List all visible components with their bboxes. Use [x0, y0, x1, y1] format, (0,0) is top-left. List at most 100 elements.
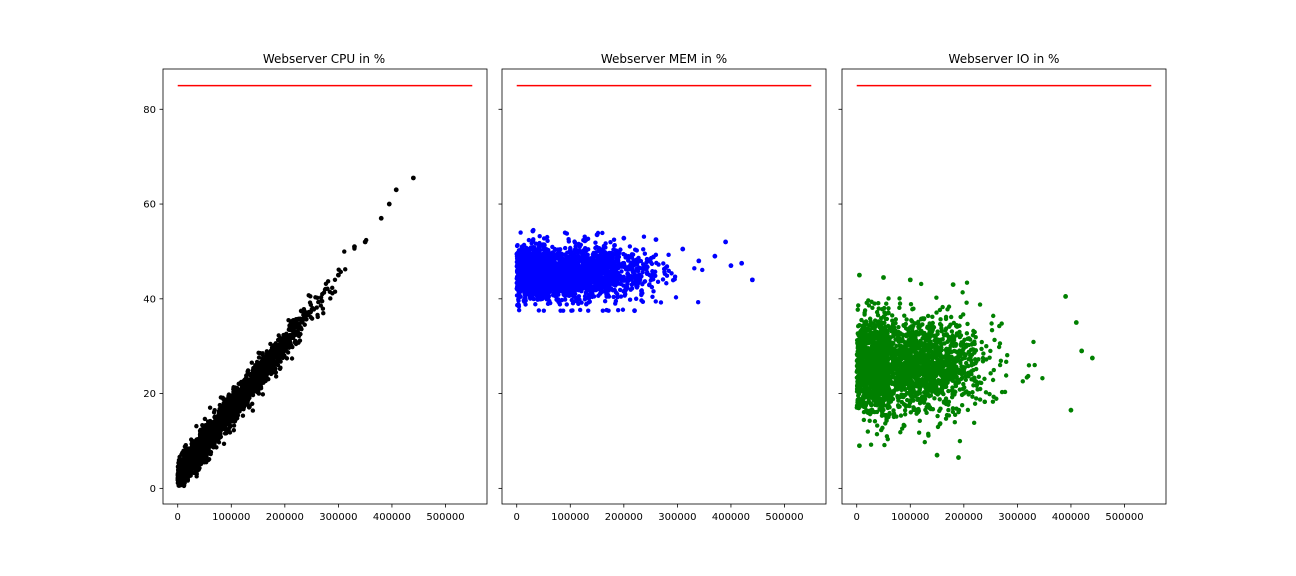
scatter-point — [533, 302, 538, 307]
subplot-cpu: Webserver CPU in % 0 100000 200000 300000 40… — [143, 52, 488, 523]
scatter-point — [627, 244, 633, 249]
scatter-point — [203, 432, 208, 437]
scatter-point — [692, 266, 697, 271]
scatter-point — [284, 356, 290, 361]
scatter-point — [562, 245, 568, 251]
scatter-point — [515, 266, 521, 272]
scatter-point — [629, 286, 635, 291]
scatter-point — [597, 279, 603, 285]
scatter-point — [613, 290, 619, 295]
scatter-point — [611, 294, 616, 300]
scatter-point — [234, 400, 239, 405]
scatter-point — [268, 341, 273, 347]
scatter-point — [278, 365, 283, 370]
x-tick-label: 0 — [514, 512, 520, 523]
scatter-point — [617, 287, 623, 293]
scatter-point — [515, 261, 520, 267]
x-tick-label: 0 — [175, 512, 181, 523]
scatter-point — [247, 388, 253, 393]
scatter-point — [212, 422, 217, 428]
scatter-point — [530, 238, 536, 244]
scatter-point — [641, 247, 646, 252]
scatter-point — [640, 299, 646, 304]
x-tick-label: 100000 — [212, 512, 250, 523]
scatter-point — [239, 379, 244, 385]
y-tick-label: 40 — [143, 294, 156, 305]
scatter-point — [183, 465, 189, 471]
scatter-point — [240, 385, 245, 390]
scatter-point — [211, 427, 217, 432]
y-tick-label: 0 — [150, 484, 156, 495]
scatter-point — [288, 342, 294, 348]
scatter-point — [593, 240, 598, 245]
scatter-point — [603, 262, 609, 267]
scatter-point — [194, 423, 199, 429]
scatter-point — [231, 415, 237, 420]
y-tick-label: 20 — [143, 389, 156, 400]
scatter-point — [250, 408, 256, 413]
scatter-point — [199, 445, 205, 450]
scatter-point — [291, 327, 296, 332]
scatter-point — [516, 307, 522, 313]
scatter-point — [559, 297, 565, 303]
scatter-point — [620, 307, 626, 312]
scatter-point — [302, 322, 307, 327]
scatter-point — [253, 365, 259, 370]
scatter-point — [244, 397, 250, 402]
scatter-point — [537, 233, 542, 239]
scatter-point — [660, 277, 666, 282]
scatter-point — [323, 281, 329, 286]
scatter-point — [245, 384, 251, 389]
scatter-point — [321, 290, 327, 295]
scatter-point — [220, 395, 226, 400]
scatter-point — [181, 483, 187, 488]
scatter-point — [207, 405, 213, 410]
scatter-point — [186, 459, 191, 465]
scatter-point — [178, 483, 183, 488]
scatter-point — [564, 255, 569, 260]
scatter-point — [261, 364, 266, 370]
scatter-point — [201, 439, 207, 444]
scatter-point — [192, 455, 197, 460]
scatter-point — [642, 251, 648, 256]
scatter-point — [176, 476, 181, 482]
scatter-point — [208, 418, 213, 424]
scatter-point — [202, 426, 207, 431]
scatter-point — [222, 416, 227, 422]
scatter-point — [596, 248, 601, 254]
scatter-point — [226, 426, 231, 432]
scatter-point — [600, 308, 606, 313]
scatter-point — [204, 459, 209, 465]
scatter-point — [200, 434, 205, 440]
scatter-point — [342, 249, 347, 254]
scatter-point — [638, 258, 644, 264]
scatter-point — [219, 418, 224, 424]
scatter-point — [260, 392, 266, 397]
scatter-point — [522, 293, 528, 299]
scatter-point — [291, 335, 296, 341]
subplot-title: Webserver CPU in % — [263, 52, 385, 66]
scatter-point — [634, 248, 639, 253]
scatter-point — [186, 470, 192, 475]
scatter-point — [254, 370, 260, 375]
scatter-point — [633, 296, 639, 301]
scatter-point — [253, 386, 258, 392]
scatter-point — [228, 418, 233, 423]
scatter-point — [232, 410, 237, 415]
scatter-point — [328, 296, 333, 301]
scatter-point — [287, 325, 292, 331]
scatter-point — [562, 230, 568, 235]
scatter-point — [521, 242, 527, 248]
scatter-point — [301, 306, 307, 312]
scatter-point — [316, 299, 321, 305]
scatter-point — [573, 244, 578, 249]
scatter-point — [217, 433, 222, 439]
x-tick-label: 500000 — [765, 512, 803, 523]
scatter-point — [587, 299, 592, 304]
scatter-point — [231, 385, 236, 390]
scatter-point — [572, 240, 578, 245]
scatter-point — [306, 293, 311, 298]
scatter-point — [611, 237, 617, 242]
scatter-point — [589, 290, 594, 296]
